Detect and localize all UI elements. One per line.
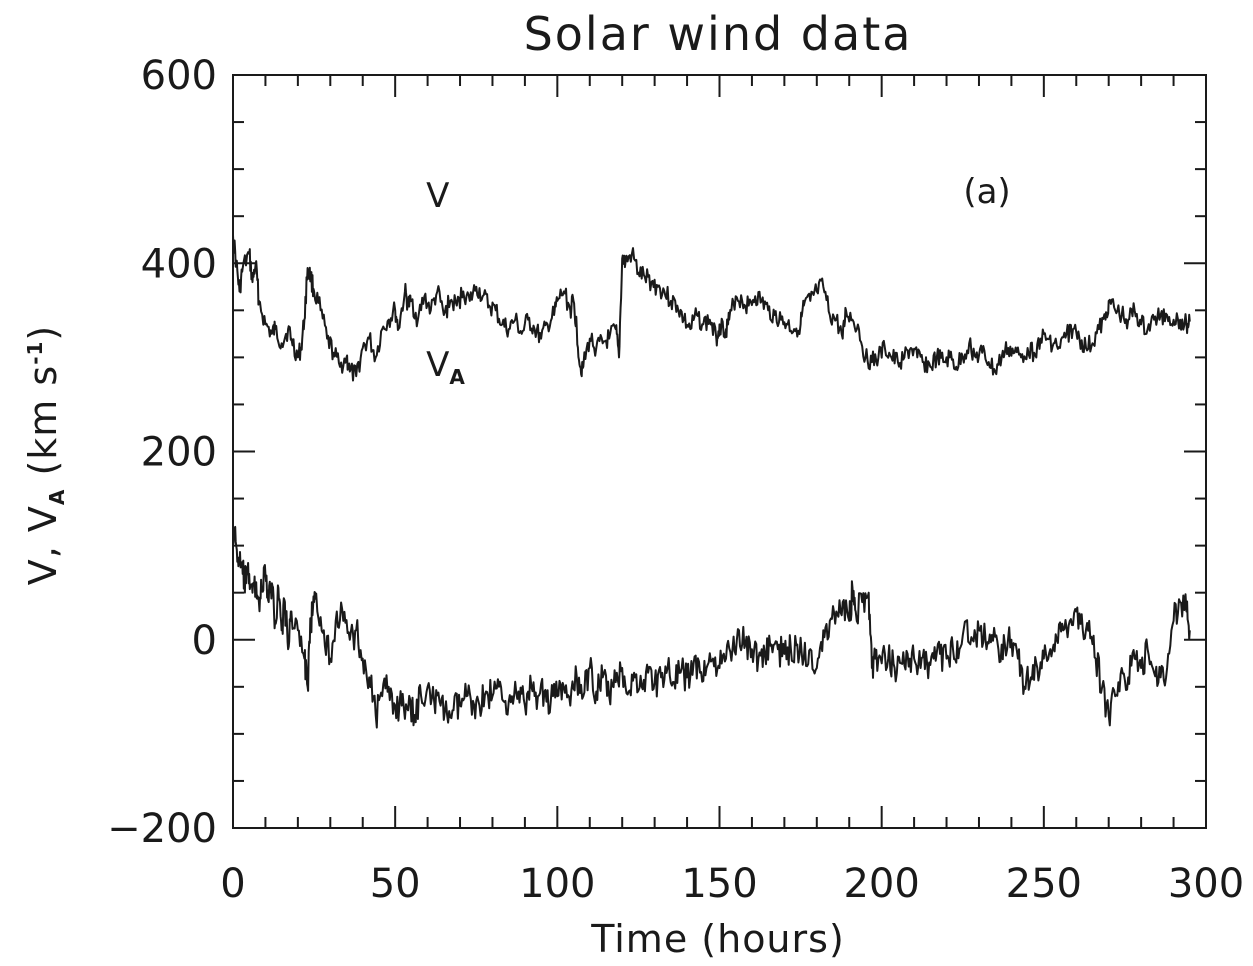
x-axis-label: Time (hours) (590, 917, 845, 961)
y-axis-label-main: V, V (21, 505, 65, 585)
series-labels: V VA (426, 176, 465, 389)
y-axis: 600 400 200 0 −200 (107, 53, 1206, 852)
x-tick-label: 300 (1168, 861, 1244, 907)
series-line-va (232, 525, 1191, 729)
y-tick-label: 0 (192, 618, 217, 664)
y-tick-label: 400 (141, 241, 217, 287)
x-tick-label: 250 (1006, 861, 1082, 907)
series-label-v: V (426, 176, 449, 216)
series-line-v (232, 234, 1191, 382)
x-tick-label: 0 (220, 861, 245, 907)
y-tick-label: −200 (107, 806, 217, 852)
y-axis-label-close: ) (21, 325, 65, 341)
x-tick-label: 50 (370, 861, 421, 907)
x-tick-label: 100 (519, 861, 595, 907)
chart-title: Solar wind data (524, 7, 913, 61)
x-tick-label: 150 (681, 861, 757, 907)
x-tick-label: 200 (843, 861, 919, 907)
y-axis-label-superscript: -1 (23, 341, 47, 365)
x-axis: 0 50 100 150 200 250 300 (220, 75, 1244, 907)
panel-label: (a) (963, 172, 1010, 212)
plot-frame (232, 74, 1207, 829)
y-axis-label-subscript: A (45, 489, 69, 505)
series-label-va: VA (426, 345, 465, 389)
y-tick-label: 200 (141, 430, 217, 476)
y-axis-label-unit: (km s (21, 365, 65, 489)
y-tick-label: 600 (141, 53, 217, 99)
series-layer (232, 234, 1191, 729)
y-axis-label: V, VA (km s-1) (21, 325, 69, 586)
plot-border (232, 74, 1207, 829)
